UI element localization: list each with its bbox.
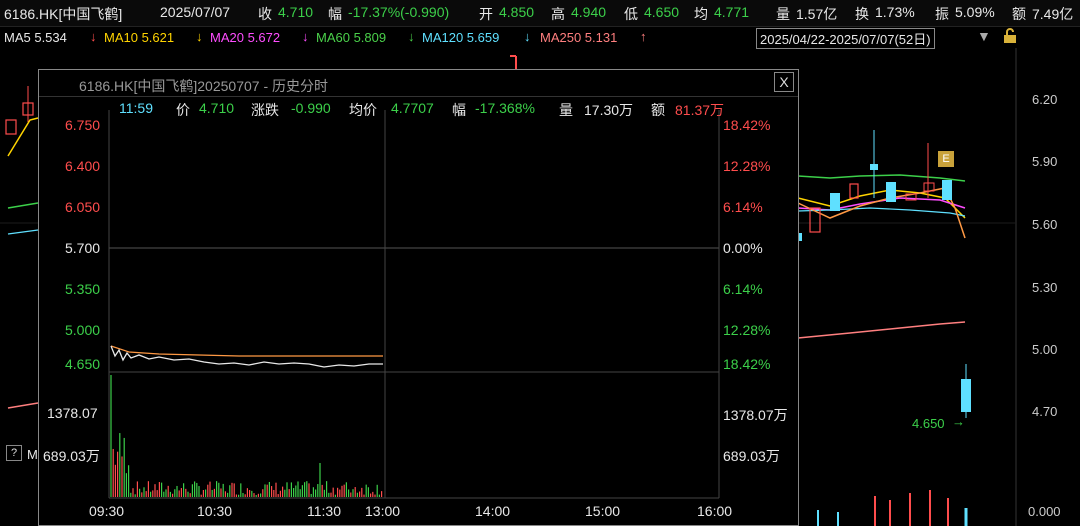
time-tick: 10:30 [197, 503, 233, 519]
lock-icon[interactable] [1003, 28, 1017, 43]
ma5-arrow-icon: ↓ [90, 29, 97, 44]
avg-label: 均 [694, 6, 708, 22]
volume-tick-right: 1378.07万 [723, 407, 788, 423]
turnover-value: 1.73% [875, 4, 915, 20]
axis-label: 5.90 [1032, 154, 1058, 169]
ma250-arrow-icon: ↑ [640, 29, 647, 44]
info-amt: 81.37万 [675, 102, 725, 118]
info-vol: 17.30万 [584, 102, 634, 118]
amount-value: 7.49亿 [1032, 6, 1074, 22]
pct-tick: 12.28% [723, 158, 771, 174]
volume-tick-left: 1378.07 [47, 405, 98, 421]
indicator-stub: M [27, 447, 38, 462]
price-tick: 6.050 [65, 199, 101, 215]
intraday-popup: 6186.HK[中国飞鹤]20250707 - 历史分时 X 11:59 价 4… [38, 69, 799, 526]
help-button[interactable]: ? [6, 445, 22, 461]
price-tick: 6.400 [65, 158, 101, 174]
low-value: 4.650 [644, 4, 680, 20]
info-pct-label: 幅 [452, 102, 466, 118]
volume-label: 量 [776, 6, 790, 22]
axis-label: 4.70 [1032, 404, 1058, 419]
close-label: 收 [258, 6, 272, 22]
low-price-marker: 4.650 [912, 416, 945, 431]
period-range-button[interactable]: 2025/04/22-2025/07/07(52日) [756, 28, 935, 49]
info-change: -0.990 [291, 100, 331, 116]
pct-tick: 18.42% [723, 356, 771, 372]
event-badge[interactable]: E [938, 151, 954, 167]
price-tick: 5.700 [65, 240, 101, 256]
time-tick: 16:00 [697, 503, 733, 519]
axis-label: 5.00 [1032, 342, 1058, 357]
high-label: 高 [551, 6, 565, 22]
axis-label: 5.60 [1032, 217, 1058, 232]
price-tick: 5.350 [65, 281, 101, 297]
info-amt-label: 额 [651, 102, 665, 118]
volume-value: 1.57亿 [796, 6, 838, 22]
amplitude-value: 5.09% [955, 4, 995, 20]
info-pct: -17.368% [475, 100, 535, 116]
pct-tick: 0.00% [723, 240, 763, 256]
price-tick: 6.750 [65, 117, 101, 133]
ma60-arrow-icon: ↓ [408, 29, 415, 44]
open-value: 4.850 [499, 4, 535, 20]
axis-label: 0.000 [1028, 504, 1061, 519]
info-time: 11:59 [119, 100, 153, 116]
axis-label: 5.30 [1032, 280, 1058, 295]
price-tick: 4.650 [65, 356, 101, 372]
popup-titlebar[interactable]: 6186.HK[中国飞鹤]20250707 - 历史分时 X [39, 70, 798, 97]
info-avg: 4.7707 [391, 100, 434, 116]
pct-tick: 18.42% [723, 117, 771, 133]
ma20-value: MA20 5.672 [210, 30, 281, 45]
info-price: 4.710 [199, 100, 235, 116]
info-price-label: 价 [176, 102, 190, 118]
info-vol-label: 量 [559, 102, 573, 118]
ma10-value: MA10 5.621 [104, 30, 175, 45]
dropdown-triangle-icon[interactable]: ▼ [977, 28, 991, 44]
change-label: 幅 [328, 6, 342, 22]
time-tick: 15:00 [585, 503, 621, 519]
intraday-chart [108, 110, 720, 499]
ma20-arrow-icon: ↓ [302, 29, 309, 44]
ma10-arrow-icon: ↓ [196, 29, 203, 44]
ma5-value: MA5 5.534 [4, 30, 67, 45]
turnover-label: 换 [855, 6, 869, 22]
time-tick: 09:30 [89, 503, 125, 519]
info-avg-label: 均价 [349, 102, 377, 118]
time-tick: 13:00 [365, 503, 401, 519]
pct-tick: 6.14% [723, 199, 763, 215]
amplitude-label: 振 [935, 6, 949, 22]
close-value: 4.710 [278, 4, 314, 20]
pct-tick: 12.28% [723, 322, 771, 338]
amount-label: 额 [1012, 6, 1026, 22]
ma120-arrow-icon: ↓ [524, 29, 531, 44]
close-button[interactable]: X [774, 72, 794, 92]
volume-tick-right: 689.03万 [723, 448, 780, 464]
open-label: 开 [479, 6, 493, 22]
ma120-value: MA120 5.659 [422, 30, 500, 45]
arrow-right-icon: → [952, 414, 965, 429]
volume-tick-left: 689.03万 [43, 448, 100, 464]
quote-date: 2025/07/07 [160, 4, 231, 20]
avg-value: 4.771 [714, 4, 750, 20]
time-tick: 14:00 [475, 503, 511, 519]
high-value: 4.940 [571, 4, 607, 20]
price-tick: 5.000 [65, 322, 101, 338]
info-change-label: 涨跌 [251, 102, 279, 118]
axis-label: 6.20 [1032, 92, 1058, 107]
quote-header: 6186.HK[中国飞鹤] 2025/07/07 收 4.710 幅 -17.3… [0, 0, 1080, 27]
time-tick: 11:30 [307, 503, 341, 519]
ma60-value: MA60 5.809 [316, 30, 387, 45]
symbol-title: 6186.HK[中国飞鹤] [4, 6, 123, 22]
ma-indicator-bar: MA5 5.534 ↓ MA10 5.621 ↓ MA20 5.672 ↓ MA… [0, 26, 1080, 49]
popup-title: 6186.HK[中国飞鹤]20250707 - 历史分时 [79, 78, 328, 94]
low-label: 低 [624, 6, 638, 22]
ma250-value: MA250 5.131 [540, 30, 618, 45]
change-value: -17.37%(-0.990) [348, 4, 450, 20]
pct-tick: 6.14% [723, 281, 763, 297]
